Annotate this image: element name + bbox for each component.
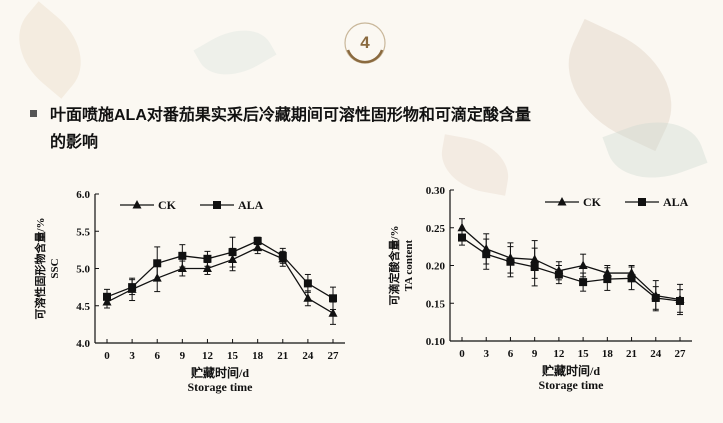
data-point-ala (253, 236, 262, 245)
data-point-ala (103, 292, 111, 301)
x-tick-label: 3 (483, 348, 489, 360)
data-point-ck (177, 263, 187, 272)
slide-title-line-2: 的影响 (50, 134, 99, 151)
slide-number-badge (344, 22, 386, 64)
legend-marker-ck (132, 200, 142, 209)
y-tick-label: 4.5 (76, 301, 90, 313)
y-tick-label: 5.0 (76, 264, 90, 276)
series-line-ck (106, 246, 334, 314)
y-axis-label-en: TA content (403, 239, 415, 291)
data-point-ck (328, 308, 338, 317)
data-point-ala (303, 279, 312, 288)
y-tick-label: 5.5 (76, 226, 90, 238)
data-point-ck (202, 263, 212, 272)
x-tick-label: 15 (578, 348, 590, 360)
x-tick-label: 21 (626, 348, 637, 360)
x-axis-label-en: Storage time (188, 380, 254, 394)
x-tick-label: 27 (328, 350, 340, 362)
x-tick-label: 6 (154, 350, 160, 362)
decor-leaf (0, 1, 100, 99)
x-tick-label: 0 (104, 350, 110, 362)
legend-marker-ala (638, 198, 646, 206)
data-point-ala (579, 278, 588, 287)
x-axis-label: 贮藏时间/d (541, 363, 600, 378)
y-axis-label: 可溶性固形物含量/% (33, 217, 47, 319)
data-point-ala (603, 275, 612, 284)
y-tick-label: 0.20 (426, 261, 446, 273)
data-point-ala (554, 270, 563, 279)
legend-marker-ala (213, 201, 221, 209)
data-point-ck (303, 293, 313, 302)
data-point-ala (178, 251, 187, 260)
x-tick-label: 18 (602, 348, 614, 360)
x-tick-label: 21 (277, 350, 288, 362)
x-axis-label: 贮藏时间/d (190, 365, 249, 380)
data-point-ala (627, 274, 636, 283)
x-tick-label: 3 (129, 350, 135, 362)
slide-title: 叶面喷施ALA对番茄果实采后冷藏期间可溶性固形物和可滴定酸含量 的影响 (30, 102, 630, 156)
data-point-ala (128, 283, 137, 292)
x-tick-label: 18 (252, 350, 264, 362)
legend-marker-ck (557, 197, 567, 206)
series-line-ck (461, 227, 681, 301)
x-tick-label: 9 (180, 350, 186, 362)
x-tick-label: 6 (508, 348, 514, 360)
y-tick-label: 4.0 (76, 338, 90, 350)
data-point-ala (329, 294, 337, 303)
x-tick-label: 12 (202, 350, 214, 362)
decor-leaf (193, 15, 277, 90)
y-tick-label: 0.30 (426, 185, 446, 197)
x-tick-label: 12 (553, 348, 565, 360)
data-point-ck (457, 222, 467, 232)
data-point-ala (676, 296, 684, 305)
data-point-ala (482, 250, 491, 259)
x-tick-label: 9 (532, 348, 538, 360)
data-point-ala (278, 251, 287, 260)
data-point-ala (153, 259, 162, 268)
legend-label-ala: ALA (663, 195, 689, 209)
series-line-ala (461, 237, 681, 302)
series-line-ala (106, 240, 334, 299)
chart-ta: 0.10 0.15 0.20 0.25 0.30 0 3 6 9 12 15 18 21 24 27 贮藏时间… (387, 185, 692, 392)
x-tick-label: 27 (675, 348, 687, 360)
y-tick-label: 6.0 (76, 189, 90, 201)
slide-title-line-1: 叶面喷施ALA对番茄果实采后冷藏期间可溶性固形物和可滴定酸含量 (50, 107, 531, 124)
data-point-ala (203, 254, 212, 263)
y-axis-label: 可滴定酸含量/% (387, 225, 401, 305)
y-tick-label: 0.10 (426, 336, 446, 348)
slide-number: 4 (360, 33, 370, 52)
x-tick-label: 24 (650, 348, 662, 360)
bullet-icon (30, 110, 37, 117)
data-point-ck (578, 260, 588, 269)
data-point-ck (253, 242, 263, 252)
x-tick-label: 0 (459, 348, 465, 360)
data-point-ala (651, 293, 660, 302)
x-axis-label-en: Storage time (539, 378, 605, 392)
data-point-ala (228, 248, 237, 257)
x-tick-label: 24 (302, 350, 314, 362)
legend-label-ala: ALA (238, 198, 264, 212)
data-point-ala (530, 263, 539, 272)
data-point-ala (506, 257, 515, 266)
legend-label-ck: CK (158, 198, 177, 212)
y-tick-label: 0.25 (426, 223, 446, 235)
x-tick-label: 15 (227, 350, 239, 362)
data-point-ala (458, 233, 466, 242)
legend-label-ck: CK (583, 195, 602, 209)
y-axis-label-en: SSC (49, 258, 61, 278)
chart-ssc: 4.0 4.5 5.0 5.5 6.0 0 3 6 9 12 15 18 21 24 27 贮藏时间/dSto… (33, 189, 345, 394)
y-tick-label: 0.15 (426, 298, 446, 310)
